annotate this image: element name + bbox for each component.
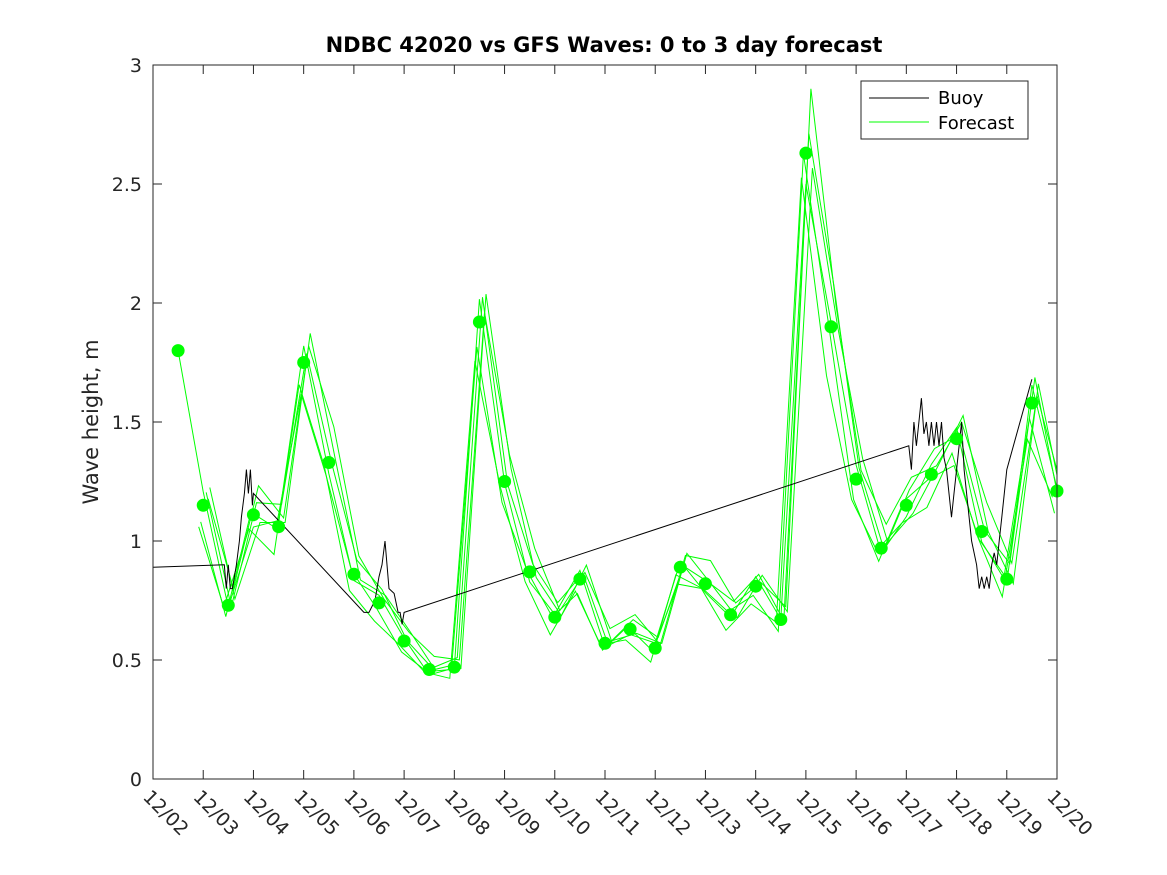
forecast-point xyxy=(171,344,185,358)
y-tick-label: 1 xyxy=(130,531,142,553)
forecast-run-line-2 xyxy=(205,133,1058,669)
axes xyxy=(152,64,1058,780)
forecast-point xyxy=(322,456,336,469)
forecast-run-line-6 xyxy=(209,168,1058,672)
forecast-point xyxy=(221,598,235,612)
forecast-point xyxy=(548,610,562,624)
forecast-point xyxy=(1000,572,1014,586)
y-tick-label: 0 xyxy=(130,769,142,791)
buoy-series xyxy=(152,379,1033,625)
forecast-point xyxy=(523,565,537,579)
forecast-point xyxy=(573,572,587,586)
x-tick-labels: 12/0212/0312/0412/0512/0612/0712/0812/09… xyxy=(138,786,1096,840)
forecast-point xyxy=(498,475,512,488)
forecast-point xyxy=(749,579,763,593)
forecast-point xyxy=(799,146,813,160)
y-tick-label: 3 xyxy=(130,55,142,77)
x-tick-label: 12/18 xyxy=(942,786,996,840)
forecast-point xyxy=(899,498,913,512)
x-tick-label: 12/07 xyxy=(390,786,444,840)
plot-area xyxy=(153,65,1057,779)
forecast-markers xyxy=(171,146,1064,676)
x-tick-label: 12/06 xyxy=(339,786,393,840)
forecast-point xyxy=(397,634,411,648)
y-tick-label: 2.5 xyxy=(112,174,142,196)
forecast-point xyxy=(874,541,888,555)
y-tick-label: 1.5 xyxy=(112,412,142,434)
y-axis-label: Wave height, m xyxy=(79,339,103,504)
forecast-point xyxy=(347,567,361,581)
legend-forecast-label: Forecast xyxy=(938,113,1014,134)
forecast-point xyxy=(598,636,612,650)
forecast-point xyxy=(623,622,637,636)
x-tick-label: 12/04 xyxy=(239,786,293,840)
x-tick-label: 12/02 xyxy=(138,786,192,840)
forecast-point xyxy=(472,315,486,329)
x-tick-label: 12/19 xyxy=(992,786,1046,840)
x-tick-label: 12/08 xyxy=(440,786,494,840)
x-tick-label: 12/03 xyxy=(189,786,243,840)
x-tick-label: 12/11 xyxy=(590,786,644,840)
forecast-point xyxy=(297,356,311,369)
x-tick-label: 12/14 xyxy=(741,786,795,840)
forecast-point xyxy=(724,608,738,622)
x-tick-label: 12/12 xyxy=(641,786,695,840)
legend-buoy-label: Buoy xyxy=(938,88,984,109)
x-tick-label: 12/20 xyxy=(1042,786,1096,840)
forecast-point xyxy=(272,520,286,534)
chart-title: NDBC 42020 vs GFS Waves: 0 to 3 day fore… xyxy=(326,33,883,57)
forecast-point xyxy=(950,432,964,446)
y-tick-label: 2 xyxy=(130,293,142,315)
forecast-point xyxy=(372,596,386,610)
forecast-point xyxy=(924,467,938,481)
forecast-point xyxy=(246,508,260,522)
x-tick-label: 12/10 xyxy=(540,786,594,840)
forecast-run-line-4 xyxy=(207,88,1058,661)
forecast-point xyxy=(673,560,687,574)
legend-box xyxy=(860,80,1029,140)
legend: Buoy Forecast xyxy=(860,80,1029,140)
x-tick-label: 12/09 xyxy=(490,786,544,840)
forecast-point xyxy=(1025,396,1039,410)
x-tick-label: 12/16 xyxy=(842,786,896,840)
forecast-point xyxy=(422,663,436,676)
x-tick-label: 12/17 xyxy=(892,786,946,840)
forecast-point xyxy=(196,498,210,512)
x-tick-label: 12/15 xyxy=(791,786,845,840)
buoy-line xyxy=(152,379,1033,625)
x-tick-label: 12/05 xyxy=(289,786,343,840)
forecast-point xyxy=(648,641,662,655)
y-tick-label: 0.5 xyxy=(112,650,142,672)
x-tick-label: 12/13 xyxy=(691,786,745,840)
forecast-point xyxy=(774,613,788,626)
forecast-point xyxy=(698,577,712,591)
forecast-point xyxy=(975,525,989,538)
forecast-point xyxy=(824,320,838,334)
forecast-run-line-5 xyxy=(198,177,1053,679)
forecast-point xyxy=(849,472,863,486)
y-tick-labels: 0 0.5 1 1.5 2 2.5 3 xyxy=(112,55,142,791)
forecast-point xyxy=(447,660,461,674)
